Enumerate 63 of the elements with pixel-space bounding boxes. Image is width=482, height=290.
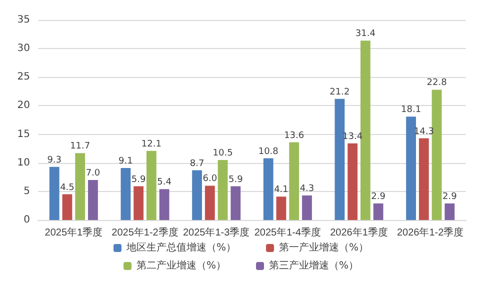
bar — [134, 186, 144, 220]
data-label: 13.6 — [284, 130, 304, 141]
data-label: 4.1 — [274, 185, 288, 196]
data-label: 9.1 — [118, 156, 133, 166]
bar — [334, 98, 345, 220]
legend-label: 第三产业增速（%） — [269, 260, 359, 272]
y-tick-label: 5 — [24, 186, 30, 197]
y-tick-label: 15 — [17, 128, 30, 140]
data-label: 6.0 — [202, 174, 218, 184]
x-tick-label: 2026年1-2季度 — [396, 226, 464, 238]
bar — [302, 195, 312, 220]
x-tick-label: 2025年1季度 — [44, 226, 103, 238]
bar — [88, 180, 98, 220]
y-tick-label: 20 — [17, 100, 30, 112]
bar — [348, 143, 358, 220]
bar — [373, 203, 384, 220]
bar — [75, 153, 86, 220]
data-label: 4.3 — [300, 184, 314, 194]
y-tick-label: 10 — [17, 157, 30, 168]
data-label: 10.8 — [258, 146, 279, 157]
data-label: 31.4 — [355, 29, 376, 40]
y-tick-label: 0 — [24, 214, 30, 226]
bar — [146, 150, 156, 220]
bar — [192, 170, 202, 220]
bar — [218, 160, 228, 220]
data-label: 21.2 — [330, 87, 350, 98]
data-label: 7.0 — [86, 168, 100, 178]
bar — [62, 194, 72, 220]
legend-label: 第二产业增速（%） — [136, 260, 226, 272]
bar — [49, 166, 60, 220]
bar — [432, 90, 442, 220]
data-label: 11.7 — [70, 142, 90, 152]
bar — [406, 116, 416, 220]
data-label: 4.5 — [60, 182, 74, 193]
x-tick-label: 2025年1-4季度 — [254, 226, 322, 238]
bar — [120, 168, 131, 220]
bar — [418, 138, 429, 220]
bar — [159, 189, 170, 220]
x-tick-label: 2025年1-3季度 — [182, 226, 250, 238]
data-label: 22.8 — [426, 78, 448, 88]
bar — [230, 186, 241, 220]
bar — [444, 203, 455, 220]
bar — [204, 186, 215, 220]
legend-label: 第一产业增速（%） — [279, 242, 369, 254]
data-label: 5.9 — [131, 174, 146, 185]
data-label: 10.5 — [212, 148, 233, 158]
data-label: 9.3 — [47, 155, 62, 166]
y-tick-label: 25 — [17, 72, 30, 83]
bar — [263, 158, 274, 220]
x-tick-label: 2025年1-2季度 — [112, 226, 178, 238]
data-label: 2.9 — [442, 192, 458, 202]
legend-label: 地区生产总值增速（%） — [126, 242, 236, 254]
data-label: 8.7 — [190, 158, 204, 169]
data-label: 12.1 — [141, 139, 162, 150]
bar — [276, 196, 286, 220]
data-label: 18.1 — [401, 105, 422, 116]
y-tick-label: 35 — [17, 14, 30, 26]
data-label: 5.9 — [228, 174, 244, 185]
y-tick-label: 30 — [17, 43, 30, 54]
data-label: 2.9 — [371, 192, 386, 202]
bar — [289, 142, 300, 220]
data-label: 5.4 — [157, 178, 172, 188]
x-tick-label: 2026年1季度 — [330, 226, 388, 238]
